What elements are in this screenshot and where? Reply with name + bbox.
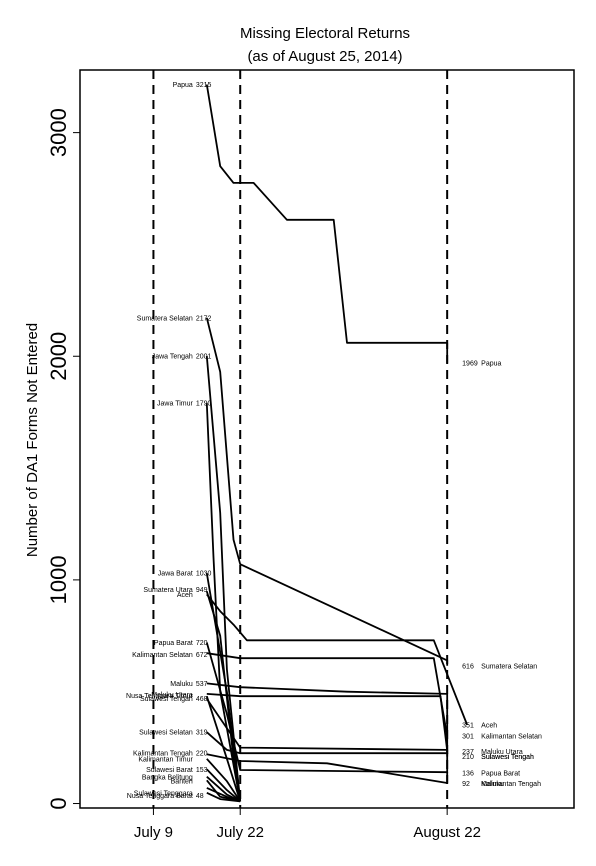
start-label-value: 2172 — [196, 315, 212, 322]
start-label-value: 672 — [196, 652, 208, 659]
end-label-name: Maluku — [481, 781, 504, 788]
end-label-name: Kalimantan Tengah — [481, 781, 541, 788]
start-label-name: Kalimantan Timur — [138, 756, 193, 763]
end-label-name: Aceh — [481, 723, 497, 730]
start-labels: Papua 3215 Sumatera Selatan 2172 Jawa Tengah… — [126, 82, 211, 800]
start-label-value: 1790 — [196, 401, 212, 408]
end-label-value: 237 — [462, 749, 474, 756]
x-tick-label: August 22 — [413, 824, 481, 841]
y-tick-label: 3000 — [46, 108, 71, 157]
start-label-name: Kalimantan Tengah — [133, 750, 193, 757]
series-line — [206, 698, 449, 757]
start-label-value: 153 — [196, 767, 208, 774]
end-label-name: Sumatera Selatan — [481, 663, 537, 670]
start-label-name: Sumatera Utara — [143, 587, 193, 594]
start-label-name: Jawa Tengah — [152, 354, 193, 361]
end-label-value: 616 — [462, 663, 474, 670]
series-line — [206, 758, 241, 802]
series-line — [205, 317, 449, 666]
start-label-name: Sumatera Selatan — [137, 315, 193, 322]
end-label-name: Papua — [481, 361, 501, 368]
end-label-name: Sulawesi Tengah — [481, 754, 534, 761]
series-line — [206, 731, 449, 755]
end-label-value: 136 — [462, 771, 474, 778]
series-line — [206, 787, 241, 803]
end-label-value: 351 — [462, 723, 474, 730]
series-line — [206, 768, 241, 802]
reference-lines — [152, 70, 449, 808]
start-label-value: 468 — [196, 696, 208, 703]
start-label-name: Nusa Tenggara Barat — [127, 793, 193, 800]
end-label-value: 92 — [462, 781, 470, 788]
start-label-value: 720 — [196, 640, 208, 647]
x-axis: July 9 July 22 August 22 — [134, 808, 481, 841]
series-line — [205, 591, 242, 802]
series-line — [206, 753, 448, 784]
series-line — [206, 693, 449, 751]
y-tick-label: 2000 — [46, 332, 71, 381]
end-label-value: 1969 — [462, 361, 478, 368]
start-label-name: Sulawesi Tenggara — [134, 790, 193, 797]
start-label-name: Jawa Barat — [158, 571, 193, 578]
start-label-name: Sulawesi Barat — [146, 767, 193, 774]
start-label-value: 48 — [196, 793, 204, 800]
y-axis: 0 1000 2000 3000 — [46, 108, 80, 810]
end-labels: 1969 Papua 616 Sumatera Selatan 351 Aceh 301 Ka… — [462, 361, 542, 788]
series-line — [206, 593, 469, 726]
start-label-value: 1030 — [196, 571, 212, 578]
start-label-value: 537 — [196, 681, 208, 688]
start-label-name: Jawa Timur — [157, 401, 193, 408]
start-label-value: 3215 — [196, 82, 212, 89]
end-label-name: Sulawesi Tengah — [481, 754, 534, 761]
chart-subtitle: (as of August 25, 2014) — [247, 48, 402, 65]
start-label-value: 949 — [196, 587, 208, 594]
start-label-name: Papua Barat — [154, 640, 193, 647]
x-tick-label: July 22 — [216, 824, 264, 841]
start-label-name: Sulawesi Tengah — [140, 696, 193, 703]
y-tick-label: 0 — [46, 797, 71, 809]
series-line — [206, 791, 241, 803]
start-label-name: Maluku Utara — [151, 692, 193, 699]
start-label-name: Banten — [171, 779, 193, 786]
end-label-value: 301 — [462, 734, 474, 741]
start-label-name: Sulawesi Selatan — [139, 730, 193, 737]
start-label-name: Bangka Belitung — [142, 775, 193, 782]
start-label-name: Maluku — [170, 681, 193, 688]
y-axis-title: Number of DA1 Forms Not Entered — [24, 323, 41, 557]
end-label-value: 210 — [462, 754, 474, 761]
end-label-name: Maluku Utara — [481, 749, 523, 756]
start-label-name: Kalimantan Selatan — [132, 652, 193, 659]
start-label-name: Papua — [173, 82, 193, 89]
series-line — [205, 355, 242, 802]
start-label-value: 319 — [196, 730, 208, 737]
series-line — [206, 652, 449, 737]
start-label-value: 220 — [196, 750, 208, 757]
start-label-name: Aceh — [177, 592, 193, 599]
start-label-value: 2001 — [196, 354, 212, 361]
end-label-name: Kalimantan Selatan — [481, 734, 542, 741]
chart-title: Missing Electoral Returns — [240, 25, 410, 42]
end-label-name: Papua Barat — [481, 771, 520, 778]
start-label-name: Nusa Tenggara Timur — [126, 693, 193, 700]
plot-frame — [79, 69, 575, 809]
y-tick-label: 1000 — [46, 555, 71, 604]
series-line — [205, 84, 449, 364]
series-lines — [205, 84, 469, 803]
x-tick-label: July 9 — [134, 824, 173, 841]
series-line — [206, 682, 449, 783]
